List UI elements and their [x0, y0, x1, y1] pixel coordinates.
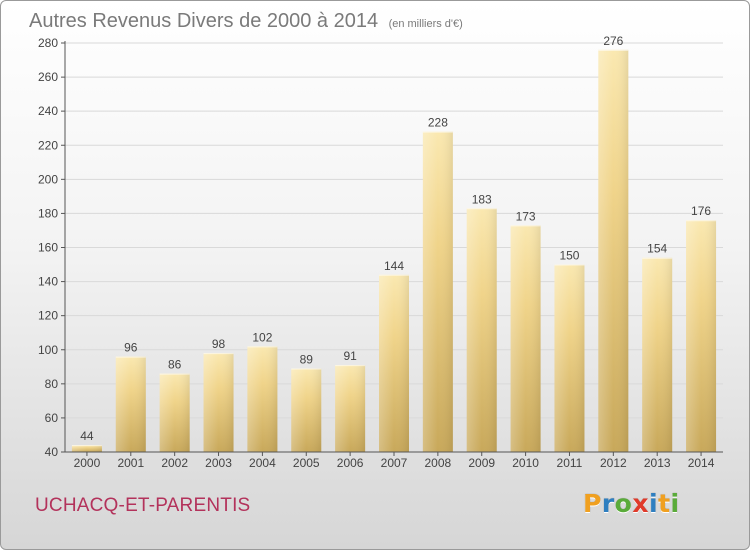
- y-tick-label: 60: [45, 411, 59, 425]
- x-tick-label-2014: 2014: [688, 456, 715, 470]
- value-label-2007: 144: [384, 259, 404, 273]
- y-tick-label: 80: [45, 377, 59, 391]
- value-label-2010: 173: [516, 209, 536, 223]
- chart-header: Autres Revenus Divers de 2000 à 2014 (en…: [29, 10, 463, 33]
- value-label-2008: 228: [428, 116, 448, 130]
- y-tick-label: 260: [38, 70, 58, 84]
- x-tick-label-2012: 2012: [600, 456, 627, 470]
- logo-letter: o: [614, 489, 633, 518]
- bar-shade-2000: [71, 445, 102, 452]
- axes: 40 60 80 100 120 140 160 180 200 220 240 260 280 2000…: [38, 36, 723, 470]
- x-tick-label-2004: 2004: [249, 456, 276, 470]
- commune-name: UCHACQ-ET-PARENTIS: [35, 495, 251, 516]
- y-tick-label: 240: [38, 104, 58, 118]
- logo-letter: x: [632, 489, 649, 518]
- chart-title: Autres Revenus Divers de 2000 à 2014: [29, 10, 379, 32]
- x-tick-label-2005: 2005: [293, 456, 320, 470]
- value-label-2003: 98: [212, 337, 226, 351]
- x-tick-label-2002: 2002: [161, 456, 188, 470]
- x-tick-label-2007: 2007: [381, 456, 408, 470]
- x-tick-label-2001: 2001: [117, 456, 144, 470]
- logo-letter: i: [649, 489, 659, 518]
- y-tick-label: 100: [38, 343, 58, 357]
- value-label-2013: 154: [647, 242, 667, 256]
- y-tick-label: 280: [38, 36, 58, 50]
- y-tick-label: 220: [38, 138, 58, 152]
- value-label-2000: 44: [80, 429, 94, 443]
- value-label-2001: 96: [124, 341, 138, 355]
- bar-shade-2009: [466, 208, 497, 452]
- logo-letter: r: [601, 489, 615, 518]
- bar-shade-2013: [642, 257, 673, 452]
- y-tick-label: 160: [38, 241, 58, 255]
- bar-shade-2007: [379, 274, 409, 452]
- bar-shade-2005: [291, 368, 322, 452]
- bar-shade-2012: [598, 49, 629, 453]
- y-tick-label: 180: [38, 206, 58, 220]
- value-label-2009: 183: [472, 192, 492, 206]
- value-label-2002: 86: [168, 358, 182, 372]
- value-label-2004: 102: [252, 330, 272, 344]
- y-tick-label: 140: [38, 275, 58, 289]
- x-tick-label-2011: 2011: [557, 456, 583, 470]
- bar-shade-2002: [159, 373, 190, 452]
- value-label-2011: 150: [559, 249, 579, 263]
- value-label-2006: 91: [343, 349, 357, 363]
- bar-shade-2006: [335, 365, 366, 452]
- x-tick-label-2006: 2006: [337, 456, 364, 470]
- value-label-2005: 89: [300, 352, 314, 366]
- bar-shade-2010: [510, 225, 541, 452]
- y-tick-label: 120: [38, 309, 58, 323]
- bars: 44 96 86 98 102 89 91 144 228 183 173 150 276 154 176: [71, 34, 717, 453]
- bar-shade-2014: [686, 220, 717, 452]
- y-tick-label: 200: [38, 172, 58, 186]
- proxiti-logo[interactable]: Proxiti: [583, 489, 691, 523]
- logo-letter: t: [658, 489, 671, 518]
- bar-shade-2001: [115, 356, 146, 452]
- logo-letter: P: [583, 489, 602, 518]
- value-label-2012: 276: [603, 34, 623, 48]
- x-tick-label-2010: 2010: [512, 456, 539, 470]
- x-tick-label-2008: 2008: [425, 456, 452, 470]
- y-tick-label: 40: [45, 445, 59, 459]
- value-label-2014: 176: [691, 204, 711, 218]
- chart-subtitle: (en milliers d'€): [388, 18, 463, 30]
- x-tick-label-2009: 2009: [468, 456, 495, 470]
- bar-shade-2008: [422, 131, 453, 452]
- bar-shade-2004: [247, 346, 278, 452]
- bar-shade-2003: [203, 353, 234, 452]
- x-tick-label-2013: 2013: [644, 456, 671, 470]
- x-tick-label-2000: 2000: [74, 456, 101, 470]
- bar-shade-2011: [554, 264, 585, 452]
- logo-letter: i: [670, 489, 680, 518]
- x-tick-label-2003: 2003: [205, 456, 232, 470]
